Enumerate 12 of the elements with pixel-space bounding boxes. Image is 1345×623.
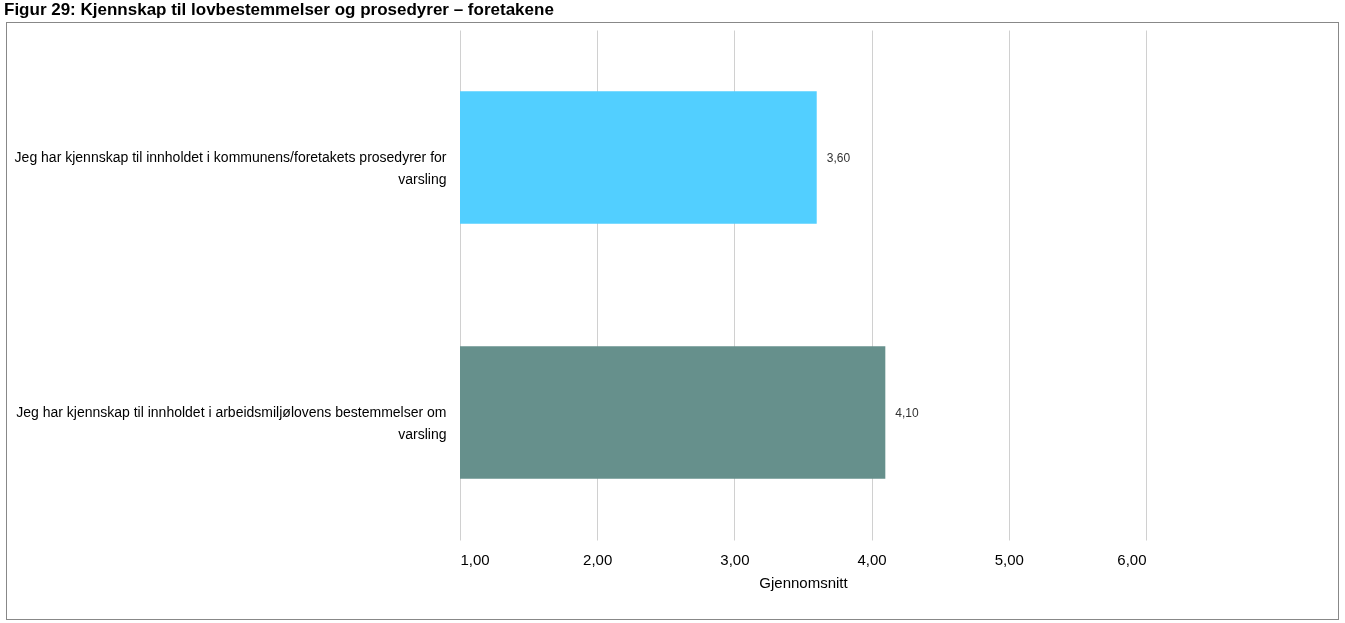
data-label: 3,60 (826, 150, 851, 165)
y-tick-label: Jeg har kjennskap til innholdet i kommunens/foretakets prosedyrer for varsling (14, 148, 447, 187)
x-tick-label: 5,00 (994, 550, 1024, 568)
data-label: 4,10 (895, 405, 919, 420)
x-axis-title: Gjennomsnitt (759, 573, 849, 591)
x-tick-label: 2,00 (583, 550, 613, 568)
x-tick-label: 3,00 (720, 550, 750, 568)
y-tick-label: Jeg har kjennskap til innholdet i arbeidsmiljølovens bestemmelser om varsling (16, 403, 447, 442)
x-tick-label: 4,00 (857, 550, 887, 568)
x-tick-label: 6,00 (1117, 550, 1147, 568)
text: Figur 29: Kjennskap til lovbestemmelser og prosedyrer – foretakene (3, 0, 555, 20)
x-tick-label: 1,00 (460, 550, 490, 568)
